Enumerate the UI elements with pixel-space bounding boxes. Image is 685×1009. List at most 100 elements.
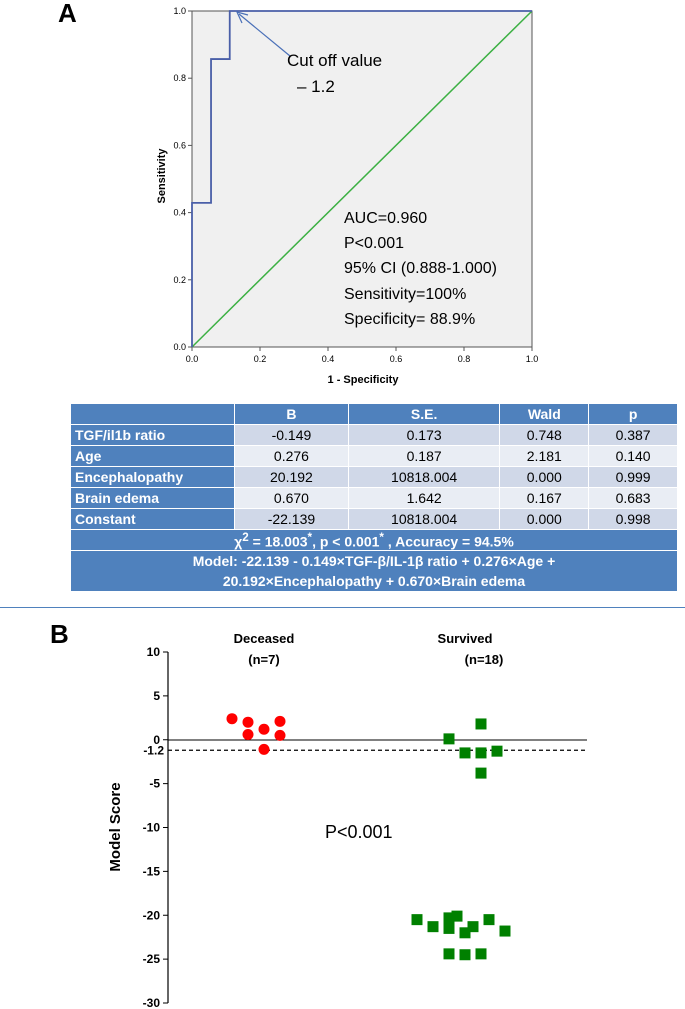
model-row: Model: -22.139 - 0.149×TGF-β/IL-1β ratio… — [70, 550, 678, 592]
specificity-text: Specificity= 88.9% — [344, 311, 475, 328]
survived-point — [443, 922, 455, 934]
model-line-2: 20.192×Encephalopathy + 0.670×Brain edem… — [222, 573, 526, 589]
cell-p: 0.140 — [588, 445, 678, 467]
table-row: Constant -22.139 10818.004 0.000 0.998 — [70, 508, 678, 530]
group-survived-n: (n=18) — [465, 652, 504, 667]
cell-p: 0.683 — [588, 487, 678, 509]
scatter-y-tick-label: -5 — [149, 777, 160, 791]
deceased-point — [242, 728, 254, 740]
table-header-cell: p — [588, 403, 678, 425]
cell-b: -22.139 — [234, 508, 349, 530]
scatter-p-text: P<0.001 — [325, 822, 393, 842]
panel-separator — [0, 607, 685, 608]
panel-b-label: B — [50, 619, 69, 649]
chi-square-row: χ2 = 18.003*, p < 0.001* , Accuracy = 94… — [70, 529, 678, 551]
survived-point — [475, 767, 487, 779]
cell-se: 10818.004 — [347, 466, 501, 488]
roc-x-tick-label: 0.6 — [390, 354, 403, 364]
survived-point — [475, 747, 487, 759]
table-row: Age 0.276 0.187 2.181 0.140 — [70, 445, 678, 467]
roc-curve — [191, 10, 532, 347]
cell-b: 0.670 — [234, 487, 349, 509]
auc-text: AUC=0.960 — [344, 210, 427, 227]
survived-point — [491, 745, 503, 757]
table-header-cell: B — [234, 403, 349, 425]
survived-point — [475, 718, 487, 730]
cell-wald: 2.181 — [499, 445, 590, 467]
scatter-y-tick-label: 0 — [153, 733, 160, 747]
cutoff-label-line1: Cut off value — [287, 51, 382, 70]
group-deceased-n: (n=7) — [248, 652, 279, 667]
chi-square-cell: χ2 = 18.003*, p < 0.001* , Accuracy = 94… — [70, 529, 678, 551]
roc-x-tick-label: 0.4 — [322, 354, 335, 364]
cell-se: 0.173 — [347, 424, 501, 446]
cell-p: 0.999 — [588, 466, 678, 488]
chi-star-1: * — [307, 530, 313, 544]
cutoff-tick-label: -1.2 — [143, 743, 164, 757]
deceased-point — [258, 723, 270, 735]
chi-p-text: , p < 0.001 — [312, 533, 380, 550]
roc-x-tick-label: 0.2 — [254, 354, 267, 364]
scatter-y-tick-label: 10 — [147, 645, 161, 659]
chi-symbol: χ — [234, 533, 243, 550]
survived-point — [443, 733, 455, 745]
roc-y-tick-label: 0.4 — [173, 208, 186, 218]
cell-b: -0.149 — [234, 424, 349, 446]
table-header-cell: S.E. — [347, 403, 501, 425]
roc-y-axis-label: Sensitivity — [156, 148, 168, 204]
survived-point — [475, 948, 487, 960]
survived-point — [443, 948, 455, 960]
survived-point — [483, 914, 495, 926]
cell-wald: 0.167 — [499, 487, 590, 509]
row-label: TGF/il1b ratio — [70, 424, 235, 446]
table-header-cell: Wald — [499, 403, 590, 425]
cell-se: 10818.004 — [347, 508, 501, 530]
chi-accuracy: , Accuracy = 94.5% — [383, 533, 514, 550]
roc-y-tick-label: 0.8 — [173, 73, 186, 83]
survived-point — [459, 949, 471, 961]
survived-point — [443, 912, 455, 924]
cell-b: 0.276 — [234, 445, 349, 467]
group-deceased-label: Deceased — [234, 631, 295, 646]
chi-star-2: * — [379, 530, 384, 544]
survived-point — [499, 925, 511, 937]
roc-reference-line — [191, 10, 533, 348]
model-score-chart: 10 5 0 -5 -10 -15 -20 -25 -30 -1.2 Deceased (n=7… — [107, 631, 587, 1009]
cutoff-arrow — [238, 13, 291, 57]
cell-se: 0.187 — [347, 445, 501, 467]
roc-x-axis-label: 1 - Specificity — [328, 374, 400, 386]
sensitivity-text: Sensitivity=100% — [344, 286, 466, 303]
deceased-point — [274, 715, 286, 727]
table-row: Brain edema 0.670 1.642 0.167 0.683 — [70, 487, 678, 509]
table-row: Encephalopathy 20.192 10818.004 0.000 0.… — [70, 466, 678, 488]
scatter-y-tick-label: -10 — [143, 821, 161, 835]
group-survived-label: Survived — [438, 631, 493, 646]
survived-point — [467, 921, 479, 933]
deceased-point — [226, 713, 238, 725]
roc-x-tick-label: 0.8 — [458, 354, 471, 364]
roc-y-tick-label: 0.6 — [173, 140, 186, 150]
scatter-y-tick-label: -20 — [143, 908, 161, 922]
survived-point — [427, 921, 439, 933]
cell-wald: 0.000 — [499, 508, 590, 530]
scatter-y-tick-label: 5 — [153, 689, 160, 703]
p-value-text: P<0.001 — [344, 235, 404, 252]
survived-point — [411, 914, 423, 926]
row-label: Brain edema — [70, 487, 235, 509]
deceased-point — [274, 729, 286, 741]
cutoff-label-line2: – 1.2 — [297, 77, 335, 96]
table-row: TGF/il1b ratio -0.149 0.173 0.748 0.387 — [70, 424, 678, 446]
cutoff-arrow-head — [235, 11, 249, 24]
scatter-y-tick-label: -25 — [143, 952, 161, 966]
model-cell: Model: -22.139 - 0.149×TGF-β/IL-1β ratio… — [70, 550, 678, 592]
scatter-y-tick-label: -30 — [143, 996, 161, 1009]
table-header-row: B S.E. Wald p — [70, 403, 678, 425]
roc-y-tick-label: 0.2 — [173, 275, 186, 285]
survived-point — [459, 747, 471, 759]
cell-p: 0.998 — [588, 508, 678, 530]
survived-point — [459, 927, 471, 939]
chi-value: = 18.003 — [248, 533, 308, 550]
row-label: Constant — [70, 508, 235, 530]
deceased-point — [258, 743, 270, 755]
